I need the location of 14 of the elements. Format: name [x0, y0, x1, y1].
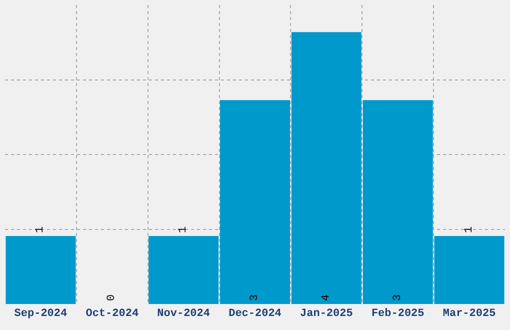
x-tick-label: Oct-2024 [86, 308, 139, 320]
data-label: 4 [320, 294, 332, 301]
data-label: 1 [34, 226, 47, 234]
data-label: 3 [249, 294, 261, 301]
x-tick-label: Mar-2025 [442, 308, 496, 320]
x-tick-label: Jan-2025 [300, 308, 354, 320]
data-label: 3 [392, 294, 404, 301]
data-label: 0 [106, 294, 118, 301]
x-tick-label: Sep-2024 [14, 308, 68, 320]
data-label: 1 [463, 226, 476, 234]
x-tick-label: Feb-2025 [371, 308, 425, 320]
x-tick-label: Dec-2024 [228, 308, 282, 320]
x-tick-label: Nov-2024 [157, 308, 210, 320]
data-label: 1 [178, 226, 190, 234]
